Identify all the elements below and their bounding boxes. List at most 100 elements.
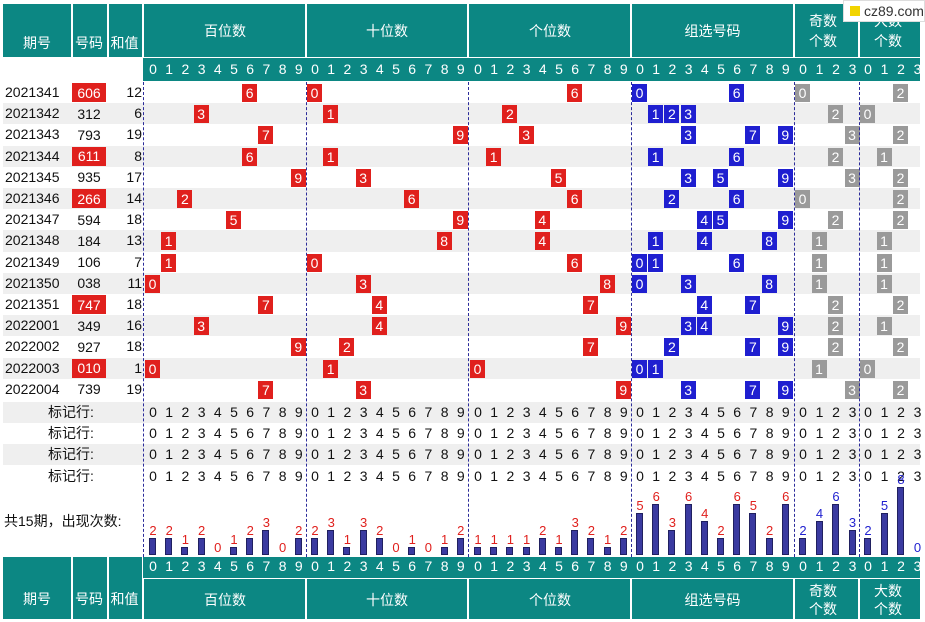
marker-digit[interactable]: 5 — [717, 446, 725, 463]
marker-digit[interactable]: 7 — [587, 404, 596, 420]
marker-digit[interactable]: 1 — [652, 425, 661, 442]
marker-digit[interactable]: 2 — [181, 425, 190, 442]
marker-digit[interactable]: 7 — [587, 425, 596, 442]
marker-digit[interactable]: 6 — [733, 446, 742, 463]
marker-digit[interactable]: 5 — [717, 467, 725, 484]
marker-digit[interactable]: 4 — [538, 467, 547, 484]
marker-digit[interactable]: 3 — [522, 425, 531, 442]
marker-digit[interactable]: 9 — [456, 425, 465, 442]
marker-digit[interactable]: 5 — [555, 446, 563, 463]
marker-digit[interactable]: 6 — [571, 425, 580, 442]
marker-digit[interactable]: 2 — [668, 467, 677, 484]
marker-digit[interactable]: 9 — [294, 446, 303, 463]
marker-digit[interactable]: 3 — [197, 425, 206, 442]
marker-digit[interactable]: 3 — [848, 425, 857, 442]
marker-digit[interactable]: 3 — [684, 467, 693, 484]
marker-digit[interactable]: 2 — [506, 404, 515, 420]
marker-digit[interactable]: 1 — [652, 446, 661, 463]
marker-digit[interactable]: 3 — [684, 404, 693, 420]
marker-digit[interactable]: 2 — [897, 425, 905, 442]
marker-digit[interactable]: 6 — [246, 467, 255, 484]
marker-digit[interactable]: 7 — [262, 404, 271, 420]
marker-digit[interactable]: 5 — [230, 467, 238, 484]
marker-digit[interactable]: 7 — [262, 467, 271, 484]
marker-digit[interactable]: 1 — [490, 446, 499, 463]
marker-digit[interactable]: 3 — [684, 446, 693, 463]
marker-digit[interactable]: 6 — [733, 467, 742, 484]
marker-digit[interactable]: 3 — [359, 467, 368, 484]
marker-digit[interactable]: 3 — [848, 467, 857, 484]
marker-digit[interactable]: 0 — [864, 467, 872, 484]
marker-digit[interactable]: 8 — [278, 467, 287, 484]
marker-digit[interactable]: 0 — [799, 467, 807, 484]
marker-digit[interactable]: 8 — [440, 425, 449, 442]
marker-digit[interactable]: 4 — [375, 425, 384, 442]
marker-digit[interactable]: 2 — [832, 467, 840, 484]
marker-digit[interactable]: 6 — [733, 425, 742, 442]
marker-digit[interactable]: 5 — [555, 425, 563, 442]
marker-digit[interactable]: 3 — [197, 467, 206, 484]
marker-digit[interactable]: 4 — [538, 404, 547, 420]
marker-digit[interactable]: 1 — [880, 404, 889, 420]
marker-digit[interactable]: 2 — [343, 425, 352, 442]
marker-digit[interactable]: 4 — [375, 467, 384, 484]
marker-digit[interactable]: 2 — [832, 425, 840, 442]
marker-digit[interactable]: 0 — [149, 425, 157, 442]
marker-digit[interactable]: 3 — [913, 467, 922, 484]
marker-digit[interactable]: 1 — [880, 425, 889, 442]
marker-digit[interactable]: 3 — [913, 404, 922, 420]
marker-digit[interactable]: 4 — [213, 404, 222, 420]
marker-digit[interactable]: 2 — [506, 425, 515, 442]
marker-digit[interactable]: 6 — [246, 446, 255, 463]
marker-digit[interactable]: 1 — [327, 425, 336, 442]
marker-digit[interactable]: 4 — [213, 446, 222, 463]
marker-digit[interactable]: 4 — [213, 467, 222, 484]
marker-digit[interactable]: 8 — [603, 446, 612, 463]
marker-digit[interactable]: 9 — [456, 446, 465, 463]
marker-digit[interactable]: 4 — [700, 467, 709, 484]
marker-digit[interactable]: 8 — [440, 446, 449, 463]
marker-digit[interactable]: 2 — [343, 446, 352, 463]
marker-digit[interactable]: 1 — [815, 446, 824, 463]
marker-digit[interactable]: 1 — [490, 425, 499, 442]
marker-digit[interactable]: 8 — [765, 425, 774, 442]
marker-digit[interactable]: 7 — [262, 425, 271, 442]
marker-digit[interactable]: 1 — [165, 467, 174, 484]
marker-digit[interactable]: 2 — [668, 404, 677, 420]
marker-digit[interactable]: 0 — [149, 467, 157, 484]
marker-digit[interactable]: 8 — [765, 467, 774, 484]
marker-digit[interactable]: 1 — [165, 425, 174, 442]
marker-digit[interactable]: 6 — [571, 467, 580, 484]
marker-digit[interactable]: 1 — [652, 467, 661, 484]
marker-digit[interactable]: 0 — [311, 467, 319, 484]
marker-digit[interactable]: 1 — [652, 404, 661, 420]
marker-digit[interactable]: 1 — [815, 467, 824, 484]
marker-digit[interactable]: 7 — [749, 425, 758, 442]
marker-digit[interactable]: 9 — [456, 467, 465, 484]
marker-digit[interactable]: 0 — [799, 446, 807, 463]
marker-digit[interactable]: 1 — [327, 404, 336, 420]
marker-digit[interactable]: 3 — [522, 467, 531, 484]
marker-digit[interactable]: 0 — [311, 446, 319, 463]
marker-digit[interactable]: 7 — [749, 467, 758, 484]
marker-digit[interactable]: 0 — [474, 404, 482, 420]
marker-digit[interactable]: 0 — [311, 404, 319, 420]
marker-digit[interactable]: 0 — [474, 467, 482, 484]
marker-digit[interactable]: 1 — [880, 467, 889, 484]
marker-digit[interactable]: 2 — [832, 446, 840, 463]
marker-digit[interactable]: 6 — [408, 404, 417, 420]
marker-digit[interactable]: 5 — [392, 425, 400, 442]
marker-digit[interactable]: 6 — [408, 446, 417, 463]
marker-digit[interactable]: 3 — [848, 446, 857, 463]
marker-digit[interactable]: 7 — [424, 425, 433, 442]
marker-digit[interactable]: 2 — [897, 467, 905, 484]
marker-digit[interactable]: 9 — [456, 404, 465, 420]
marker-digit[interactable]: 9 — [781, 467, 790, 484]
marker-digit[interactable]: 7 — [587, 446, 596, 463]
marker-digit[interactable]: 1 — [490, 467, 499, 484]
marker-digit[interactable]: 8 — [765, 446, 774, 463]
marker-digit[interactable]: 2 — [506, 467, 515, 484]
marker-digit[interactable]: 2 — [897, 446, 905, 463]
marker-digit[interactable]: 1 — [327, 446, 336, 463]
marker-digit[interactable]: 0 — [799, 404, 807, 420]
